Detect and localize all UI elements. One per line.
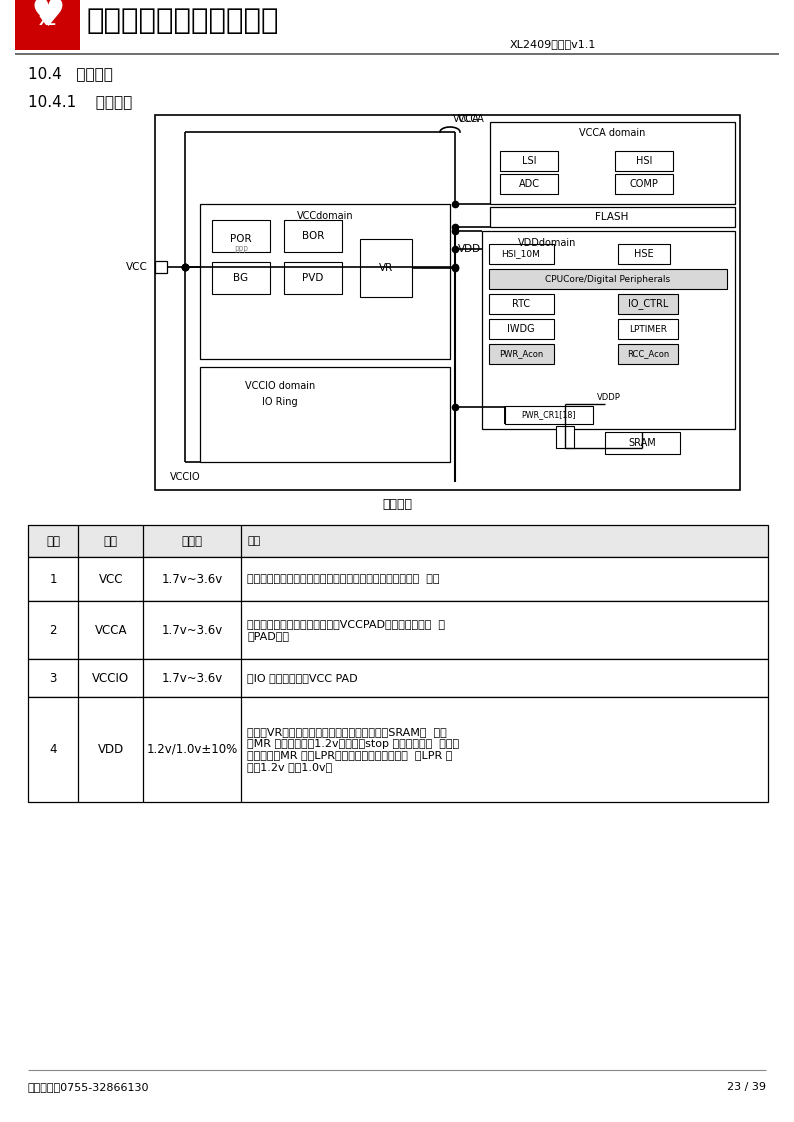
Bar xyxy=(155,261,167,273)
Bar xyxy=(284,263,342,294)
Text: VDD: VDD xyxy=(98,743,124,756)
Text: VCC: VCC xyxy=(98,572,123,586)
Text: PPP: PPP xyxy=(234,246,248,255)
Text: PVD: PVD xyxy=(303,273,324,283)
Text: 10.4   电源管理: 10.4 电源管理 xyxy=(28,66,113,82)
Bar xyxy=(360,239,412,297)
Bar xyxy=(28,601,768,659)
Text: 1.7v~3.6v: 1.7v~3.6v xyxy=(162,671,223,684)
Text: IO Ring: IO Ring xyxy=(262,397,298,407)
Bar xyxy=(489,269,727,289)
Text: 4: 4 xyxy=(49,743,57,756)
Text: 咨询电话：0755-32866130: 咨询电话：0755-32866130 xyxy=(28,1082,149,1092)
Bar xyxy=(618,243,670,264)
Bar xyxy=(500,151,558,171)
Bar xyxy=(15,0,80,50)
Text: VDDP: VDDP xyxy=(597,393,621,402)
Text: 编号: 编号 xyxy=(46,534,60,548)
Text: 1.7v~3.6v: 1.7v~3.6v xyxy=(162,572,223,586)
Text: 来自于VR的输出，为芯片内部主要逻辑电路、SRAM供  电。
当MR 供电时，输出1.2v。当进入stop 模式时，根据  软件配
置，可以由MR 或者LPR供: 来自于VR的输出，为芯片内部主要逻辑电路、SRAM供 电。 当MR 供电时，输出… xyxy=(247,727,459,772)
Text: VCCIO: VCCIO xyxy=(170,472,200,482)
Text: 3: 3 xyxy=(49,671,57,684)
Text: 通过电源管脚为芯片提供电源，其供电模块为：部分模拟电  路。: 通过电源管脚为芯片提供电源，其供电模块为：部分模拟电 路。 xyxy=(247,574,440,583)
Text: HSI: HSI xyxy=(636,156,652,166)
Bar xyxy=(490,206,735,227)
Bar xyxy=(618,344,678,364)
Text: VCCdomain: VCCdomain xyxy=(297,211,353,221)
Text: 23 / 39: 23 / 39 xyxy=(727,1082,766,1092)
Text: IO_CTRL: IO_CTRL xyxy=(628,298,669,310)
Text: 2: 2 xyxy=(49,624,57,636)
Text: 1.2v/1.0v±10%: 1.2v/1.0v±10% xyxy=(147,743,238,756)
Text: CPUCore/Digital Peripherals: CPUCore/Digital Peripherals xyxy=(545,275,671,284)
Text: XL2409规格书v1.1: XL2409规格书v1.1 xyxy=(510,39,596,49)
Bar xyxy=(489,243,554,264)
Text: LSI: LSI xyxy=(522,156,536,166)
Bar xyxy=(212,220,270,252)
Bar xyxy=(489,294,554,314)
Text: POR: POR xyxy=(230,234,252,243)
Text: VCCA: VCCA xyxy=(94,624,127,636)
Text: BG: BG xyxy=(233,273,249,283)
Text: VCCA: VCCA xyxy=(458,114,485,125)
Text: 深圳市芯岭技术有限公司: 深圳市芯岭技术有限公司 xyxy=(87,7,279,35)
Text: 电源值: 电源值 xyxy=(182,534,202,548)
Bar xyxy=(28,557,768,601)
Text: ♥: ♥ xyxy=(30,0,65,34)
Bar xyxy=(200,204,450,359)
Text: 电源: 电源 xyxy=(104,534,118,548)
Text: SRAM: SRAM xyxy=(628,438,656,448)
Bar xyxy=(618,319,678,339)
Bar xyxy=(500,174,558,194)
Text: XL: XL xyxy=(39,15,56,28)
Bar xyxy=(615,151,673,171)
Text: VCCA: VCCA xyxy=(453,114,480,125)
Text: PWR_CR1[18]: PWR_CR1[18] xyxy=(522,411,576,420)
Text: VR: VR xyxy=(379,263,393,273)
Text: COMP: COMP xyxy=(630,180,658,188)
Bar xyxy=(28,697,768,802)
Bar xyxy=(605,432,680,454)
Text: VDD: VDD xyxy=(458,243,481,254)
Bar xyxy=(615,174,673,194)
Text: FLASH: FLASH xyxy=(596,212,629,222)
Text: RCC_Acon: RCC_Acon xyxy=(627,349,669,359)
Text: RTC: RTC xyxy=(512,298,530,309)
Bar xyxy=(284,220,342,252)
Text: 10.4.1    电源框图: 10.4.1 电源框图 xyxy=(28,94,133,110)
Text: HSE: HSE xyxy=(634,249,653,259)
Bar xyxy=(200,367,450,462)
Bar xyxy=(505,406,593,424)
Text: VCCA domain: VCCA domain xyxy=(580,128,646,138)
Bar xyxy=(618,294,678,314)
Text: 给大部分模拟模块供电，来自于VCCPAD（也可设计单独  电
源PAD）。: 给大部分模拟模块供电，来自于VCCPAD（也可设计单独 电 源PAD）。 xyxy=(247,619,445,641)
Text: VCCIO domain: VCCIO domain xyxy=(245,381,315,390)
Bar xyxy=(556,426,574,448)
Text: LPTIMER: LPTIMER xyxy=(629,324,667,333)
Bar xyxy=(489,319,554,339)
Text: HSI_10M: HSI_10M xyxy=(502,249,541,258)
Text: 1: 1 xyxy=(49,572,57,586)
Text: VCC: VCC xyxy=(126,263,148,272)
Text: 1.7v~3.6v: 1.7v~3.6v xyxy=(162,624,223,636)
Bar xyxy=(489,344,554,364)
Text: PWR_Acon: PWR_Acon xyxy=(499,349,543,359)
Bar xyxy=(155,114,740,490)
Text: 描述: 描述 xyxy=(247,536,260,546)
Text: VDDdomain: VDDdomain xyxy=(518,238,576,248)
Text: VCCIO: VCCIO xyxy=(92,671,129,684)
Bar xyxy=(28,525,768,557)
Text: BOR: BOR xyxy=(302,231,324,241)
Text: IWDG: IWDG xyxy=(507,324,535,334)
Bar xyxy=(212,263,270,294)
Bar xyxy=(28,659,768,697)
Text: 电源框图: 电源框图 xyxy=(382,497,412,511)
Bar xyxy=(482,231,735,429)
Text: ADC: ADC xyxy=(518,180,539,188)
Text: 给IO 供电，来自于VCC PAD: 给IO 供电，来自于VCC PAD xyxy=(247,673,358,683)
Bar xyxy=(490,122,735,204)
